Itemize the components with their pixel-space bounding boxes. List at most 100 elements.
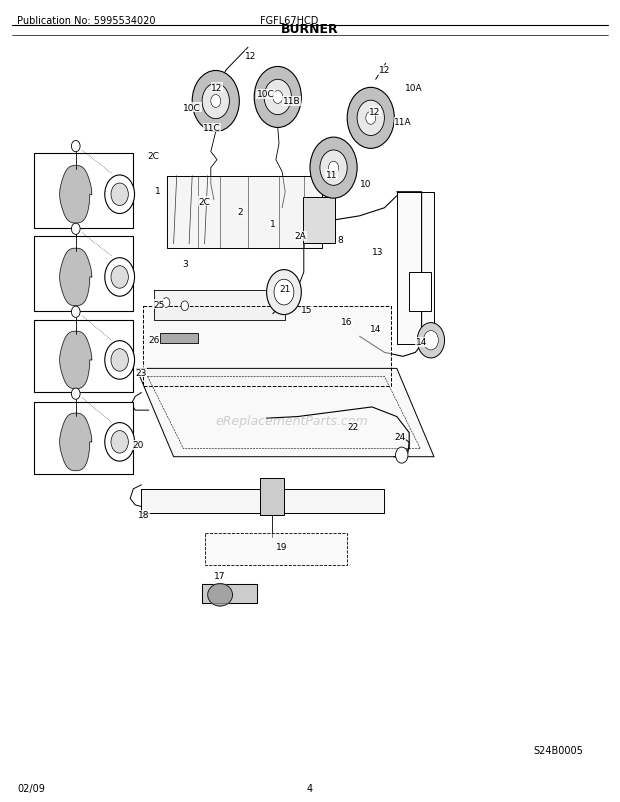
Text: 10A: 10A: [405, 83, 423, 93]
Text: 1: 1: [155, 186, 161, 196]
Circle shape: [105, 176, 135, 214]
Circle shape: [181, 302, 188, 311]
Text: 37: 37: [42, 344, 53, 353]
Circle shape: [71, 306, 80, 318]
Text: 22: 22: [348, 422, 359, 431]
Polygon shape: [397, 192, 434, 345]
Polygon shape: [143, 306, 391, 387]
Text: 44C: 44C: [111, 242, 128, 251]
Text: 47: 47: [112, 463, 123, 472]
Polygon shape: [141, 489, 384, 513]
Polygon shape: [60, 414, 92, 471]
Circle shape: [202, 84, 229, 119]
Text: 11A: 11A: [394, 118, 412, 128]
Polygon shape: [60, 249, 92, 306]
Circle shape: [347, 88, 394, 149]
Circle shape: [71, 389, 80, 399]
Circle shape: [273, 91, 283, 104]
Text: 11: 11: [326, 170, 337, 180]
Text: 26: 26: [148, 335, 159, 345]
Text: 3: 3: [182, 260, 188, 269]
Circle shape: [192, 71, 239, 132]
Circle shape: [417, 323, 445, 358]
Text: Publication No: 5995534020: Publication No: 5995534020: [17, 16, 156, 26]
Polygon shape: [202, 584, 257, 603]
Text: 19: 19: [277, 542, 288, 552]
Circle shape: [105, 342, 135, 380]
Text: 11A: 11A: [39, 326, 58, 336]
Text: 14: 14: [416, 338, 427, 347]
Text: 2C: 2C: [198, 197, 211, 207]
Bar: [303, 197, 335, 244]
Text: 18: 18: [138, 510, 149, 520]
Circle shape: [310, 138, 357, 199]
Text: 11B: 11B: [283, 97, 300, 107]
Text: 20: 20: [132, 440, 143, 450]
Circle shape: [111, 266, 128, 289]
Text: 11B: 11B: [39, 242, 58, 252]
Polygon shape: [60, 166, 92, 224]
Text: 12: 12: [370, 107, 381, 117]
Text: 15: 15: [301, 306, 312, 315]
Text: 4: 4: [307, 783, 313, 792]
Text: 10C: 10C: [184, 103, 201, 113]
Circle shape: [71, 141, 80, 152]
Text: 23: 23: [136, 368, 147, 378]
Text: 11: 11: [39, 408, 51, 418]
Polygon shape: [167, 176, 322, 249]
Text: 24: 24: [394, 432, 405, 442]
Circle shape: [267, 270, 301, 315]
Circle shape: [211, 95, 221, 108]
Circle shape: [105, 258, 135, 297]
Text: 47: 47: [112, 381, 123, 391]
Circle shape: [274, 280, 294, 306]
Circle shape: [357, 101, 384, 136]
Text: 37: 37: [42, 178, 53, 187]
Text: 12: 12: [246, 51, 257, 61]
Circle shape: [320, 151, 347, 186]
Text: 44: 44: [117, 408, 128, 417]
Text: 25: 25: [153, 300, 164, 310]
Polygon shape: [136, 369, 434, 457]
Text: FGFL67HCD: FGFL67HCD: [260, 16, 319, 26]
Bar: [260, 479, 284, 515]
Bar: [160, 334, 198, 343]
Circle shape: [71, 224, 80, 235]
Text: 02/09: 02/09: [17, 783, 45, 792]
Bar: [34, 237, 133, 311]
Text: 44A: 44A: [111, 326, 128, 335]
Text: 2C: 2C: [148, 152, 160, 161]
Text: 2A: 2A: [295, 232, 306, 241]
Circle shape: [396, 448, 408, 464]
Text: 44C: 44C: [111, 160, 128, 168]
Text: BURNER: BURNER: [281, 23, 339, 36]
Text: 2: 2: [237, 208, 244, 217]
Text: 12: 12: [211, 83, 223, 93]
Polygon shape: [205, 533, 347, 565]
Bar: [409, 273, 431, 311]
Text: 16: 16: [342, 318, 353, 327]
Text: eReplacementParts.com: eReplacementParts.com: [215, 415, 368, 427]
Text: 12: 12: [379, 66, 390, 75]
Text: 17: 17: [215, 571, 226, 581]
Polygon shape: [60, 332, 92, 389]
Text: 11C: 11C: [203, 124, 221, 133]
Text: 21: 21: [280, 284, 291, 294]
Polygon shape: [208, 584, 232, 606]
Circle shape: [254, 67, 301, 128]
Text: 37: 37: [42, 426, 53, 435]
Text: 11C: 11C: [39, 160, 58, 169]
Text: 13: 13: [373, 248, 384, 257]
Circle shape: [111, 184, 128, 206]
Bar: [34, 403, 133, 475]
Circle shape: [329, 162, 339, 175]
Text: 1: 1: [270, 220, 276, 229]
Text: 37: 37: [42, 261, 53, 269]
Text: 10C: 10C: [257, 90, 274, 99]
Text: 47: 47: [112, 299, 123, 308]
Circle shape: [111, 350, 128, 372]
Text: 47: 47: [112, 217, 123, 225]
Circle shape: [366, 112, 376, 125]
Bar: [34, 154, 133, 229]
Circle shape: [162, 298, 170, 308]
